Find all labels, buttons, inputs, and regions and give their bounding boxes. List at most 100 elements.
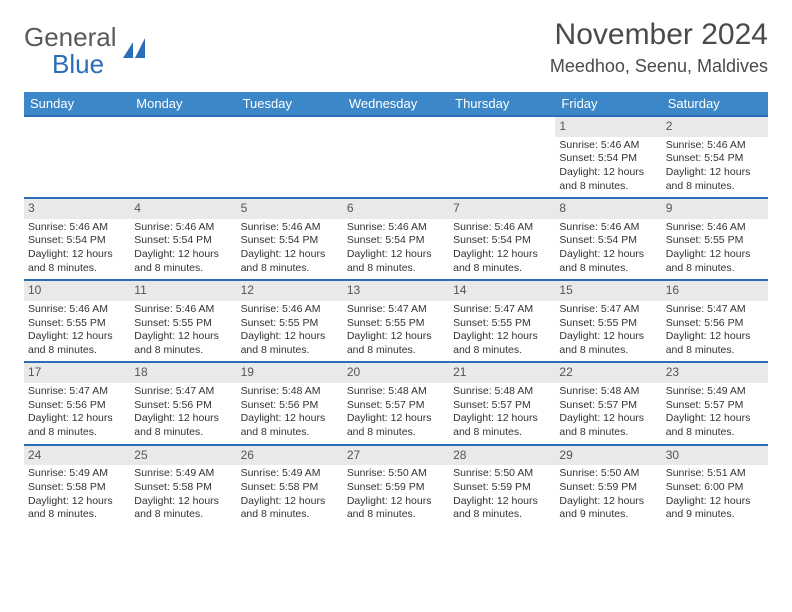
page-title: November 2024	[550, 18, 768, 52]
calendar-cell: 4Sunrise: 5:46 AMSunset: 5:54 PMDaylight…	[130, 198, 236, 280]
day-number: 12	[237, 281, 343, 301]
day-details: Sunrise: 5:51 AMSunset: 6:00 PMDaylight:…	[662, 465, 768, 526]
calendar-cell: 5Sunrise: 5:46 AMSunset: 5:54 PMDaylight…	[237, 198, 343, 280]
day-details: Sunrise: 5:48 AMSunset: 5:57 PMDaylight:…	[555, 383, 661, 444]
day-details: Sunrise: 5:48 AMSunset: 5:57 PMDaylight:…	[343, 383, 449, 444]
day-details: Sunrise: 5:46 AMSunset: 5:54 PMDaylight:…	[130, 219, 236, 280]
weekday-header: Wednesday	[343, 92, 449, 116]
day-details: Sunrise: 5:47 AMSunset: 5:56 PMDaylight:…	[662, 301, 768, 362]
calendar-cell: 14Sunrise: 5:47 AMSunset: 5:55 PMDayligh…	[449, 280, 555, 362]
day-details: Sunrise: 5:46 AMSunset: 5:55 PMDaylight:…	[130, 301, 236, 362]
calendar-cell: 13Sunrise: 5:47 AMSunset: 5:55 PMDayligh…	[343, 280, 449, 362]
calendar-cell: 29Sunrise: 5:50 AMSunset: 5:59 PMDayligh…	[555, 445, 661, 526]
day-number: 8	[555, 199, 661, 219]
day-details: Sunrise: 5:46 AMSunset: 5:54 PMDaylight:…	[237, 219, 343, 280]
day-details: Sunrise: 5:47 AMSunset: 5:55 PMDaylight:…	[343, 301, 449, 362]
day-number: 5	[237, 199, 343, 219]
calendar-cell: 25Sunrise: 5:49 AMSunset: 5:58 PMDayligh…	[130, 445, 236, 526]
day-number: 15	[555, 281, 661, 301]
day-details: Sunrise: 5:46 AMSunset: 5:54 PMDaylight:…	[343, 219, 449, 280]
day-details: Sunrise: 5:46 AMSunset: 5:55 PMDaylight:…	[237, 301, 343, 362]
calendar-cell: 17Sunrise: 5:47 AMSunset: 5:56 PMDayligh…	[24, 362, 130, 444]
calendar-cell: 12Sunrise: 5:46 AMSunset: 5:55 PMDayligh…	[237, 280, 343, 362]
day-number: 23	[662, 363, 768, 383]
calendar-cell	[449, 116, 555, 198]
logo-text-general: General	[24, 22, 117, 52]
weekday-header: Friday	[555, 92, 661, 116]
calendar-cell: 8Sunrise: 5:46 AMSunset: 5:54 PMDaylight…	[555, 198, 661, 280]
day-number: 21	[449, 363, 555, 383]
day-details: Sunrise: 5:49 AMSunset: 5:58 PMDaylight:…	[237, 465, 343, 526]
day-details: Sunrise: 5:49 AMSunset: 5:58 PMDaylight:…	[24, 465, 130, 526]
day-number: 26	[237, 446, 343, 466]
day-number: 4	[130, 199, 236, 219]
logo-text-blue: Blue	[52, 49, 104, 79]
day-number: 9	[662, 199, 768, 219]
calendar-cell: 22Sunrise: 5:48 AMSunset: 5:57 PMDayligh…	[555, 362, 661, 444]
calendar-cell: 15Sunrise: 5:47 AMSunset: 5:55 PMDayligh…	[555, 280, 661, 362]
day-number: 10	[24, 281, 130, 301]
day-number: 1	[555, 117, 661, 137]
day-number: 7	[449, 199, 555, 219]
weekday-header: Saturday	[662, 92, 768, 116]
day-details: Sunrise: 5:46 AMSunset: 5:54 PMDaylight:…	[24, 219, 130, 280]
day-number: 27	[343, 446, 449, 466]
day-details: Sunrise: 5:47 AMSunset: 5:56 PMDaylight:…	[24, 383, 130, 444]
calendar-cell	[237, 116, 343, 198]
weekday-header: Tuesday	[237, 92, 343, 116]
day-details: Sunrise: 5:47 AMSunset: 5:56 PMDaylight:…	[130, 383, 236, 444]
weekday-header: Thursday	[449, 92, 555, 116]
weekday-header-row: SundayMondayTuesdayWednesdayThursdayFrid…	[24, 92, 768, 116]
calendar-cell: 23Sunrise: 5:49 AMSunset: 5:57 PMDayligh…	[662, 362, 768, 444]
sails-icon	[121, 36, 151, 67]
calendar-cell: 27Sunrise: 5:50 AMSunset: 5:59 PMDayligh…	[343, 445, 449, 526]
header: General Blue November 2024 Meedhoo, Seen…	[24, 18, 768, 78]
day-details: Sunrise: 5:50 AMSunset: 5:59 PMDaylight:…	[343, 465, 449, 526]
day-number: 2	[662, 117, 768, 137]
day-details: Sunrise: 5:47 AMSunset: 5:55 PMDaylight:…	[555, 301, 661, 362]
calendar-cell: 1Sunrise: 5:46 AMSunset: 5:54 PMDaylight…	[555, 116, 661, 198]
day-details: Sunrise: 5:49 AMSunset: 5:57 PMDaylight:…	[662, 383, 768, 444]
day-details: Sunrise: 5:46 AMSunset: 5:55 PMDaylight:…	[662, 219, 768, 280]
calendar-cell: 6Sunrise: 5:46 AMSunset: 5:54 PMDaylight…	[343, 198, 449, 280]
calendar-cell: 28Sunrise: 5:50 AMSunset: 5:59 PMDayligh…	[449, 445, 555, 526]
day-number: 24	[24, 446, 130, 466]
day-number: 17	[24, 363, 130, 383]
day-number: 3	[24, 199, 130, 219]
day-number: 16	[662, 281, 768, 301]
calendar-row: 3Sunrise: 5:46 AMSunset: 5:54 PMDaylight…	[24, 198, 768, 280]
day-details: Sunrise: 5:46 AMSunset: 5:54 PMDaylight:…	[555, 137, 661, 198]
day-details: Sunrise: 5:48 AMSunset: 5:56 PMDaylight:…	[237, 383, 343, 444]
day-number: 18	[130, 363, 236, 383]
calendar-cell: 11Sunrise: 5:46 AMSunset: 5:55 PMDayligh…	[130, 280, 236, 362]
calendar-row: 24Sunrise: 5:49 AMSunset: 5:58 PMDayligh…	[24, 445, 768, 526]
calendar-row: 1Sunrise: 5:46 AMSunset: 5:54 PMDaylight…	[24, 116, 768, 198]
calendar-cell: 21Sunrise: 5:48 AMSunset: 5:57 PMDayligh…	[449, 362, 555, 444]
calendar-cell: 2Sunrise: 5:46 AMSunset: 5:54 PMDaylight…	[662, 116, 768, 198]
day-details: Sunrise: 5:46 AMSunset: 5:54 PMDaylight:…	[662, 137, 768, 198]
day-details: Sunrise: 5:50 AMSunset: 5:59 PMDaylight:…	[449, 465, 555, 526]
day-details: Sunrise: 5:48 AMSunset: 5:57 PMDaylight:…	[449, 383, 555, 444]
day-number: 29	[555, 446, 661, 466]
day-details: Sunrise: 5:46 AMSunset: 5:55 PMDaylight:…	[24, 301, 130, 362]
calendar-cell: 18Sunrise: 5:47 AMSunset: 5:56 PMDayligh…	[130, 362, 236, 444]
day-number: 22	[555, 363, 661, 383]
day-details: Sunrise: 5:50 AMSunset: 5:59 PMDaylight:…	[555, 465, 661, 526]
calendar-cell: 19Sunrise: 5:48 AMSunset: 5:56 PMDayligh…	[237, 362, 343, 444]
location: Meedhoo, Seenu, Maldives	[550, 56, 768, 77]
day-number: 30	[662, 446, 768, 466]
calendar-table: SundayMondayTuesdayWednesdayThursdayFrid…	[24, 92, 768, 526]
calendar-row: 17Sunrise: 5:47 AMSunset: 5:56 PMDayligh…	[24, 362, 768, 444]
calendar-cell: 3Sunrise: 5:46 AMSunset: 5:54 PMDaylight…	[24, 198, 130, 280]
calendar-cell: 26Sunrise: 5:49 AMSunset: 5:58 PMDayligh…	[237, 445, 343, 526]
day-details: Sunrise: 5:46 AMSunset: 5:54 PMDaylight:…	[449, 219, 555, 280]
day-number: 25	[130, 446, 236, 466]
day-details: Sunrise: 5:49 AMSunset: 5:58 PMDaylight:…	[130, 465, 236, 526]
day-details: Sunrise: 5:46 AMSunset: 5:54 PMDaylight:…	[555, 219, 661, 280]
calendar-cell: 9Sunrise: 5:46 AMSunset: 5:55 PMDaylight…	[662, 198, 768, 280]
calendar-cell: 24Sunrise: 5:49 AMSunset: 5:58 PMDayligh…	[24, 445, 130, 526]
calendar-cell: 30Sunrise: 5:51 AMSunset: 6:00 PMDayligh…	[662, 445, 768, 526]
calendar-cell	[130, 116, 236, 198]
calendar-body: 1Sunrise: 5:46 AMSunset: 5:54 PMDaylight…	[24, 116, 768, 526]
logo: General Blue	[24, 24, 151, 78]
